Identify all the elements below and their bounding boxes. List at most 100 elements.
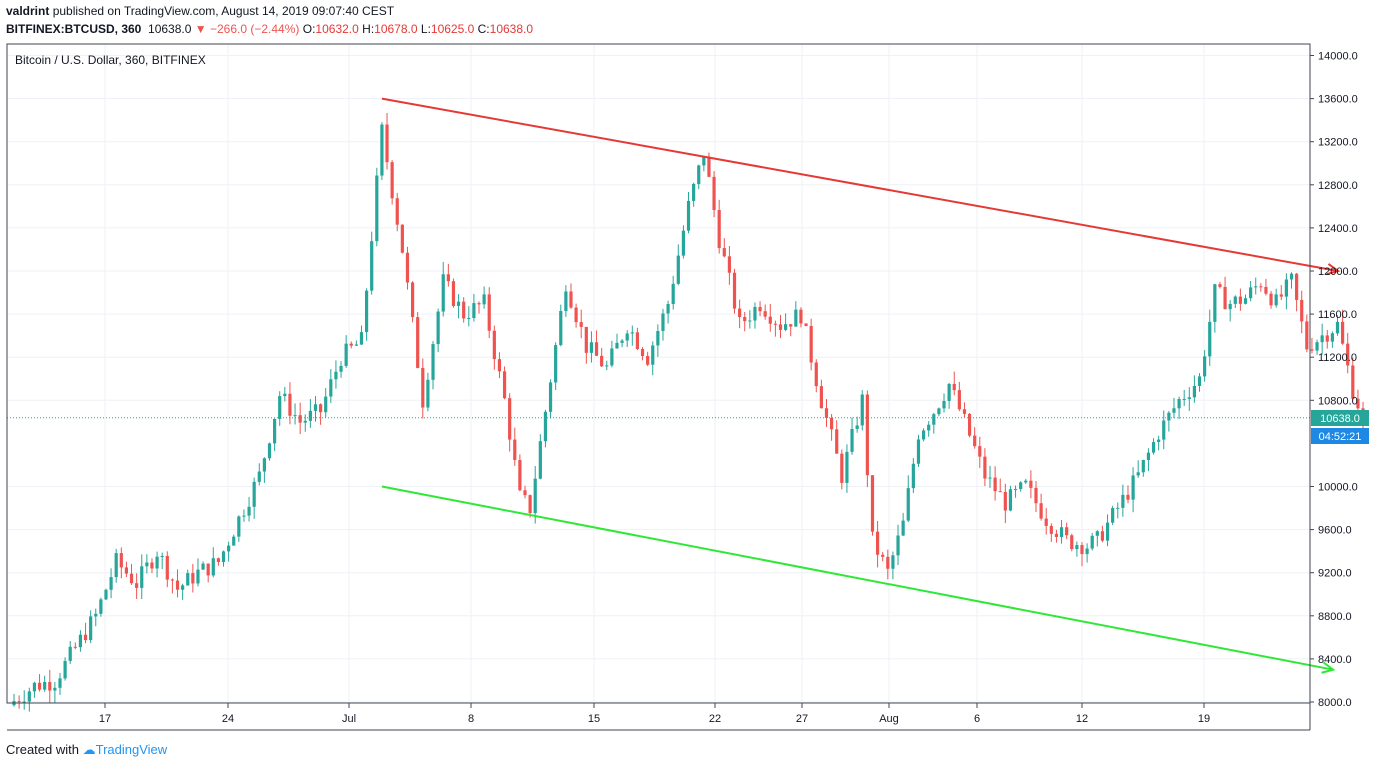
candle-body — [605, 365, 609, 367]
candle-body — [778, 324, 783, 330]
candle-body — [738, 308, 742, 318]
candle-body — [104, 589, 108, 600]
time-tick-label: Jul — [342, 713, 356, 725]
candle-body — [942, 400, 946, 409]
candle-body — [354, 344, 358, 346]
candle-body — [1095, 531, 1099, 536]
time-tick-label: 22 — [709, 713, 721, 725]
candle-body — [206, 563, 210, 576]
candle-body — [758, 306, 762, 312]
candle-body — [574, 307, 578, 323]
candle-body — [32, 682, 37, 692]
author-name[interactable]: valdrint — [6, 4, 50, 18]
chart-title: Bitcoin / U.S. Dollar, 360, BITFINEX — [15, 53, 206, 67]
candle-body — [543, 411, 548, 442]
candle-body — [502, 371, 507, 399]
candle-body — [640, 349, 645, 357]
candle-body — [221, 551, 226, 563]
price-tick-label: 11200.0 — [1318, 352, 1357, 364]
candle-body — [865, 394, 869, 476]
candle-body — [1059, 527, 1064, 537]
candle-body — [789, 324, 793, 327]
time-tick-label: 15 — [588, 713, 600, 725]
candle-body — [227, 545, 231, 552]
high-value: 10678.0 — [374, 22, 418, 36]
open-label: O: — [302, 22, 316, 36]
candle-body — [94, 613, 98, 617]
countdown-tag: 04:52:21 — [1311, 428, 1369, 444]
candle-body — [676, 255, 680, 284]
candle-body — [870, 475, 875, 532]
candle-body — [860, 394, 864, 426]
candle-body — [896, 535, 900, 556]
candle-body — [1157, 439, 1161, 443]
candle-body — [43, 681, 47, 690]
candle-body — [385, 124, 389, 163]
price-tick-label: 8400.0 — [1318, 654, 1352, 666]
candle-body — [421, 367, 425, 408]
candle-body — [344, 343, 348, 366]
time-tick-label: Aug — [879, 713, 899, 725]
candle-body — [589, 342, 594, 353]
price-tick-label: 11600.0 — [1318, 309, 1357, 321]
candle-body — [1044, 518, 1048, 526]
candle-body — [181, 585, 185, 590]
candle-body — [175, 580, 180, 590]
candle-body — [487, 294, 491, 331]
tradingview-brand[interactable]: TradingView — [95, 742, 168, 757]
candle-body — [456, 301, 461, 306]
candle-body — [1197, 376, 1202, 387]
candle-body — [1335, 321, 1340, 334]
candle-body — [635, 332, 640, 350]
candle-body — [692, 183, 696, 201]
candle-body — [73, 646, 77, 648]
tradingview-logo-icon[interactable]: ☁ — [82, 742, 96, 757]
candle-body — [773, 323, 777, 325]
candle-body — [1136, 472, 1140, 476]
ohlc-bar: BITFINEX:BTCUSD, 360 10638.0 ▼ −266.0 (−… — [6, 22, 533, 36]
candle-body — [1218, 284, 1222, 287]
candle-body — [63, 660, 67, 679]
candle-body — [497, 359, 502, 372]
publish-info: valdrint published on TradingView.com, A… — [6, 4, 394, 18]
candle-body — [410, 282, 415, 318]
candle-body — [1351, 365, 1355, 399]
candle-body — [620, 340, 624, 343]
close-value: 10638.0 — [489, 22, 534, 36]
candle-body — [191, 573, 195, 584]
candle-body — [1259, 286, 1263, 288]
time-tick-label: 12 — [1076, 713, 1088, 725]
candle-body — [482, 294, 486, 305]
candle-body — [329, 379, 333, 397]
time-axis[interactable]: 17 24 Jul 8 15 22 27 Aug 6 12 19 — [99, 703, 1210, 725]
candle-body — [1008, 489, 1013, 511]
candle-body — [962, 409, 967, 414]
candle-body — [988, 477, 992, 479]
close-label: C: — [477, 22, 490, 36]
symbol-label: BITFINEX:BTCUSD, 360 — [6, 22, 142, 36]
candle-body — [594, 342, 599, 356]
candle-body — [1105, 522, 1110, 541]
candle-body — [661, 313, 665, 332]
candle-body — [349, 343, 353, 346]
candle-body — [548, 382, 553, 412]
price-chart[interactable]: 14000.0 13600.0 13200.0 12800.0 12400.0 12000… — [0, 0, 1377, 740]
candle-body — [1003, 491, 1007, 511]
candle-body — [1019, 482, 1023, 490]
candle-body — [211, 558, 215, 576]
candle-body — [416, 317, 420, 368]
price-tick-label: 9600.0 — [1318, 525, 1352, 537]
support-trend-line — [381, 485, 1334, 671]
candle-body — [875, 531, 880, 555]
candle-body — [273, 418, 277, 444]
trend-lines[interactable] — [381, 97, 1341, 674]
candle-body — [927, 424, 931, 431]
candle-body — [145, 562, 149, 567]
price-axis[interactable]: 14000.0 13600.0 13200.0 12800.0 12400.0 12000… — [1310, 51, 1358, 710]
candle-body — [1054, 533, 1059, 537]
candle-body — [993, 477, 997, 492]
time-tick-label: 6 — [974, 713, 980, 725]
price-tick-label: 8000.0 — [1318, 697, 1352, 709]
candle-body — [1325, 335, 1329, 342]
candle-body — [554, 345, 558, 383]
